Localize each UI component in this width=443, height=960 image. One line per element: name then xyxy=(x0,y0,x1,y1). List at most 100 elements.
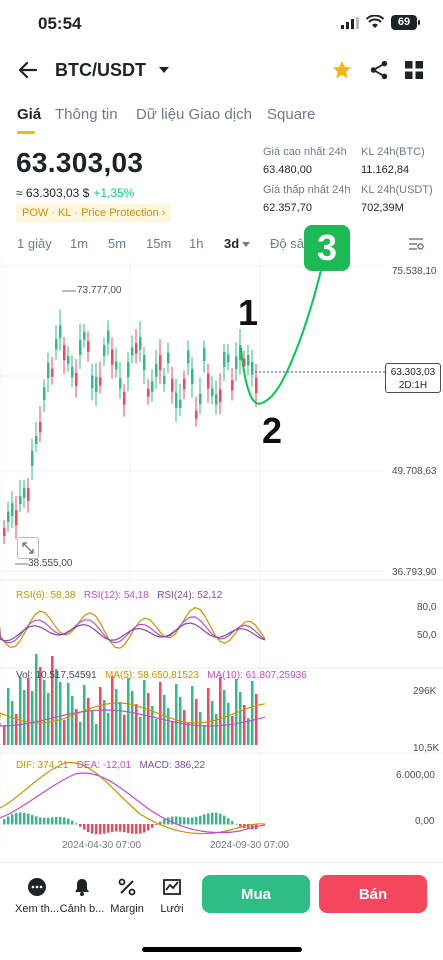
candle-body xyxy=(155,363,158,377)
macd-bar xyxy=(87,824,90,833)
candle-body xyxy=(203,348,206,362)
sell-button[interactable]: Bán xyxy=(319,875,427,913)
candle-body xyxy=(199,393,202,405)
tab-trading-data[interactable]: Dữ liệu Giao dịch xyxy=(136,106,252,123)
y-label-mid: 49.708,63 xyxy=(392,466,437,477)
interval-15m[interactable]: 15m xyxy=(146,236,172,251)
macd-bar xyxy=(195,816,198,825)
tab-bar: Giá Thông tin Dữ liệu Giao dịch Square xyxy=(0,104,443,136)
price-change: +1,35% xyxy=(93,186,135,200)
macd-bar xyxy=(35,816,38,825)
macd-dea-line xyxy=(0,772,266,834)
volume-bar xyxy=(119,702,122,745)
candle-body xyxy=(111,349,114,365)
macd-bar xyxy=(239,824,242,827)
volume-bar xyxy=(143,680,146,745)
macd-bar xyxy=(203,814,206,825)
expand-icon[interactable] xyxy=(17,537,39,559)
volume-bar xyxy=(155,719,158,745)
macd-bar xyxy=(231,821,234,825)
interval-1h[interactable]: 1h xyxy=(189,236,204,251)
battery-icon: 69 xyxy=(391,15,420,30)
candle-body xyxy=(151,381,154,392)
pair-title[interactable]: BTC/USDT xyxy=(55,60,146,80)
volume-bar xyxy=(3,725,6,745)
star-icon[interactable] xyxy=(331,59,353,81)
volume-bar xyxy=(51,656,54,745)
volume-bar xyxy=(147,693,150,745)
margin-button[interactable]: Margin xyxy=(103,877,151,915)
more-button[interactable]: Xem th... xyxy=(13,877,61,915)
interval-1s[interactable]: 1 giây xyxy=(17,236,52,251)
macd-bar xyxy=(71,820,74,825)
annotation-3-badge: 3 xyxy=(304,225,350,271)
macd-bar xyxy=(207,813,210,825)
interval-bar: 1 giây 1m 5m 15m 1h 3d Độ sâu xyxy=(0,235,443,255)
interval-3d[interactable]: 3d xyxy=(224,236,251,251)
candle-body xyxy=(47,362,50,378)
macd-bar xyxy=(91,824,94,834)
candle-body xyxy=(91,375,94,389)
grid-bot-button[interactable]: Lưới xyxy=(148,877,196,915)
buy-button[interactable]: Mua xyxy=(202,875,310,913)
macd-bar xyxy=(31,815,34,825)
candle-body xyxy=(175,392,178,408)
volume-bar xyxy=(219,677,222,745)
alert-button[interactable]: Cảnh b... xyxy=(58,877,106,915)
interval-5m[interactable]: 5m xyxy=(108,236,127,251)
macd-bar xyxy=(179,816,182,825)
volume-bar xyxy=(23,690,26,745)
status-bar: 05:54 69 xyxy=(0,0,443,46)
candle-body xyxy=(123,391,126,405)
candle-body xyxy=(71,366,74,378)
tab-price[interactable]: Giá xyxy=(17,106,42,123)
back-arrow-icon[interactable] xyxy=(16,58,40,82)
interval-depth[interactable]: Độ sâu xyxy=(270,236,312,251)
candle-body xyxy=(171,378,174,392)
date-label-2: 2024-09-30 07:00 xyxy=(210,840,289,851)
macd-level-zero: 0,00 xyxy=(415,816,435,827)
rsi6-line xyxy=(0,606,266,649)
share-icon[interactable] xyxy=(368,59,390,81)
y-label-bottom: 36.793,90 xyxy=(392,567,437,578)
volume-bar xyxy=(15,714,18,745)
macd-bar xyxy=(127,824,130,833)
grid-icon[interactable] xyxy=(405,61,423,79)
candle-body xyxy=(99,377,102,386)
tag-pow[interactable]: POW xyxy=(22,207,49,219)
price-approx: ≈ 63.303,03 $ xyxy=(16,186,90,200)
macd-bar xyxy=(67,818,70,825)
volume-bar xyxy=(83,685,86,745)
stat-vol-btc: KL 24h(BTC) 11.162,84 xyxy=(361,146,425,176)
date-label-1: 2024-04-30 07:00 xyxy=(62,840,141,851)
candle-body xyxy=(239,345,242,361)
pair-dropdown-icon[interactable] xyxy=(159,67,169,73)
macd-bar xyxy=(23,812,26,825)
volume-bar xyxy=(187,723,190,745)
tab-square[interactable]: Square xyxy=(267,106,316,123)
macd-bar xyxy=(79,824,82,827)
last-price: 63.303,03 xyxy=(16,147,144,178)
macd-bar xyxy=(251,824,254,830)
candle-body xyxy=(247,355,250,366)
candle-body xyxy=(87,341,90,352)
candlestick-chart[interactable] xyxy=(0,258,443,858)
macd-bar xyxy=(191,817,194,825)
macd-level-top: 6.000,00 xyxy=(396,770,435,781)
tags-row: POW · KL · Price Protection › xyxy=(16,204,172,222)
tag-kl[interactable]: KL xyxy=(57,207,72,219)
macd-bar xyxy=(223,815,226,825)
macd-bar xyxy=(11,814,14,825)
chart-settings-icon[interactable] xyxy=(407,235,425,253)
candle-body xyxy=(19,496,22,504)
y-label-top: 75.538,10 xyxy=(392,266,437,277)
candle-body xyxy=(219,389,222,403)
macd-bar xyxy=(123,824,126,833)
tab-info[interactable]: Thông tin xyxy=(55,106,118,123)
candle-body xyxy=(191,368,194,384)
candle-body xyxy=(163,375,166,384)
interval-1m[interactable]: 1m xyxy=(70,236,89,251)
volume-bar xyxy=(75,709,78,745)
tag-price-protection[interactable]: Price Protection xyxy=(81,207,159,219)
stat-high: Giá cao nhất 24h 63.480,00 xyxy=(263,146,347,176)
